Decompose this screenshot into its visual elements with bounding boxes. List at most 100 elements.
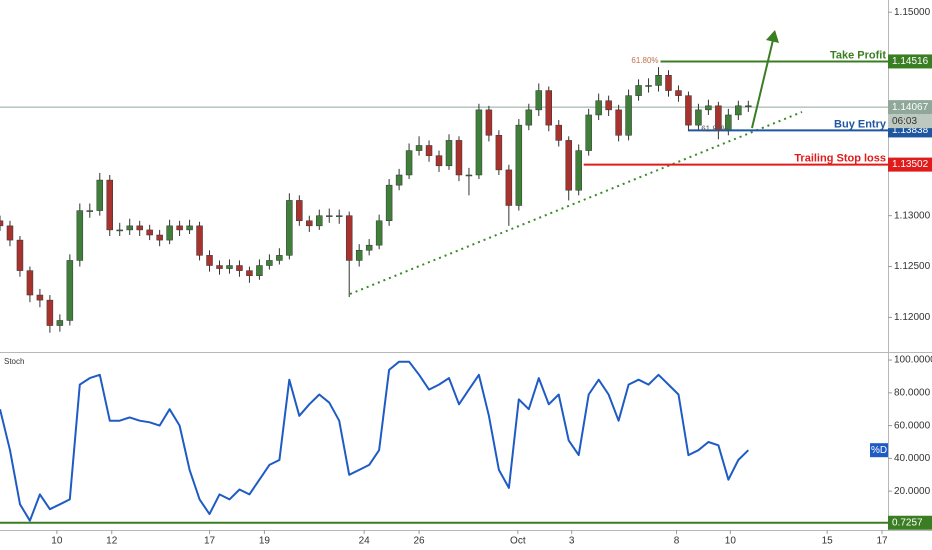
candle-body bbox=[595, 100, 602, 116]
candle-body bbox=[206, 255, 213, 266]
last-price-label-box bbox=[888, 100, 932, 115]
last-time: 06:03 bbox=[892, 116, 917, 127]
candle-body bbox=[306, 220, 313, 227]
marks: 1.120001.125001.130001.135001.140001.145… bbox=[0, 7, 932, 547]
reference-label: 0.7257 bbox=[892, 517, 923, 528]
candle-body bbox=[126, 225, 133, 231]
candle-body bbox=[166, 225, 173, 241]
candle-body bbox=[665, 75, 672, 91]
candle-body bbox=[395, 174, 403, 186]
candle-body bbox=[675, 90, 682, 96]
candle-body bbox=[515, 124, 523, 206]
x-tick-label: 15 bbox=[822, 536, 834, 547]
candle-body bbox=[555, 124, 562, 141]
x-tick-label: 3 bbox=[569, 536, 575, 547]
y-tick-label: 1.15000 bbox=[894, 7, 931, 18]
candle-body bbox=[106, 179, 113, 231]
candle-body bbox=[56, 320, 64, 326]
legend-entry: %D bbox=[871, 445, 887, 456]
x-tick-label: 24 bbox=[359, 536, 371, 547]
candle-body bbox=[425, 145, 433, 156]
x-tick-label: 10 bbox=[51, 536, 63, 547]
candle-body bbox=[635, 85, 642, 96]
candle-body bbox=[66, 260, 74, 321]
candle-body bbox=[326, 215, 333, 217]
x-tick-label: 17 bbox=[876, 536, 888, 547]
level-label-box bbox=[888, 54, 932, 69]
candle-body bbox=[365, 244, 373, 251]
candle-body bbox=[435, 155, 443, 167]
candle-body bbox=[455, 140, 463, 176]
candle-body bbox=[655, 75, 662, 86]
x-tick-label: 12 bbox=[106, 536, 118, 547]
candle-body bbox=[505, 169, 513, 206]
candle-body bbox=[46, 299, 54, 326]
candle-body bbox=[196, 225, 203, 256]
candle-body bbox=[96, 179, 104, 211]
candle-body bbox=[485, 109, 493, 136]
candle-body bbox=[226, 265, 233, 269]
y-tick-label: 100.0000 bbox=[894, 355, 932, 366]
x-tick-label: 8 bbox=[674, 536, 680, 547]
candle-body bbox=[615, 109, 622, 136]
candle-body bbox=[36, 294, 44, 301]
candle-body bbox=[345, 215, 353, 261]
candle-body bbox=[405, 150, 413, 176]
x-tick-label: 19 bbox=[259, 536, 271, 547]
candle-body bbox=[495, 135, 503, 171]
candle-body bbox=[316, 215, 323, 227]
candle-body bbox=[146, 229, 153, 236]
pane-title: Stoch bbox=[4, 357, 24, 366]
candle-body bbox=[705, 105, 712, 111]
candle-body bbox=[625, 95, 632, 136]
annotation: 61.80% bbox=[701, 124, 728, 133]
candle-body bbox=[0, 220, 4, 227]
candle-body bbox=[16, 239, 24, 271]
x-tick-label: 10 bbox=[725, 536, 737, 547]
candle-body bbox=[355, 250, 363, 261]
candle-body bbox=[6, 225, 14, 241]
y-tick-label: 1.12000 bbox=[894, 312, 931, 323]
arrow-head bbox=[766, 30, 779, 43]
candle-body bbox=[186, 225, 193, 231]
candle-body bbox=[375, 220, 383, 246]
candle-body bbox=[735, 105, 742, 116]
candle-body bbox=[545, 90, 553, 126]
candle-body bbox=[645, 85, 652, 87]
x-tick-label: Oct bbox=[510, 536, 526, 547]
level-label: 1.13838 bbox=[892, 125, 929, 136]
candle-body bbox=[136, 225, 143, 231]
candle-body bbox=[575, 150, 582, 191]
candle-body bbox=[335, 215, 343, 217]
candle-body bbox=[585, 114, 592, 151]
last-time-box bbox=[888, 114, 932, 129]
candle-body bbox=[156, 234, 163, 241]
level-label-box bbox=[888, 157, 932, 172]
y-tick-label: 80.0000 bbox=[894, 387, 931, 398]
candle-body bbox=[276, 255, 283, 261]
candle-body bbox=[236, 265, 243, 271]
candle-body bbox=[286, 200, 293, 256]
level-label: 1.14516 bbox=[892, 56, 929, 67]
candle-body bbox=[256, 265, 263, 276]
y-tick-label: 1.12500 bbox=[894, 261, 931, 272]
x-tick-label: 26 bbox=[413, 536, 425, 547]
candle-body bbox=[685, 95, 692, 126]
candle-body bbox=[296, 200, 303, 222]
candle-body bbox=[216, 265, 223, 269]
y-tick-label: 1.13000 bbox=[894, 210, 931, 221]
candle-body bbox=[76, 210, 84, 261]
y-tick-label: 40.0000 bbox=[894, 453, 931, 464]
candle-body bbox=[465, 174, 473, 177]
candle-body bbox=[86, 210, 94, 212]
level-name: Trailing Stop loss bbox=[794, 153, 886, 165]
candle-body bbox=[415, 145, 423, 151]
candle-body bbox=[116, 229, 123, 232]
arrow bbox=[751, 39, 774, 129]
level-label: 1.13502 bbox=[892, 159, 929, 170]
candle-body bbox=[445, 140, 453, 167]
level-name: Take Profit bbox=[830, 49, 886, 61]
